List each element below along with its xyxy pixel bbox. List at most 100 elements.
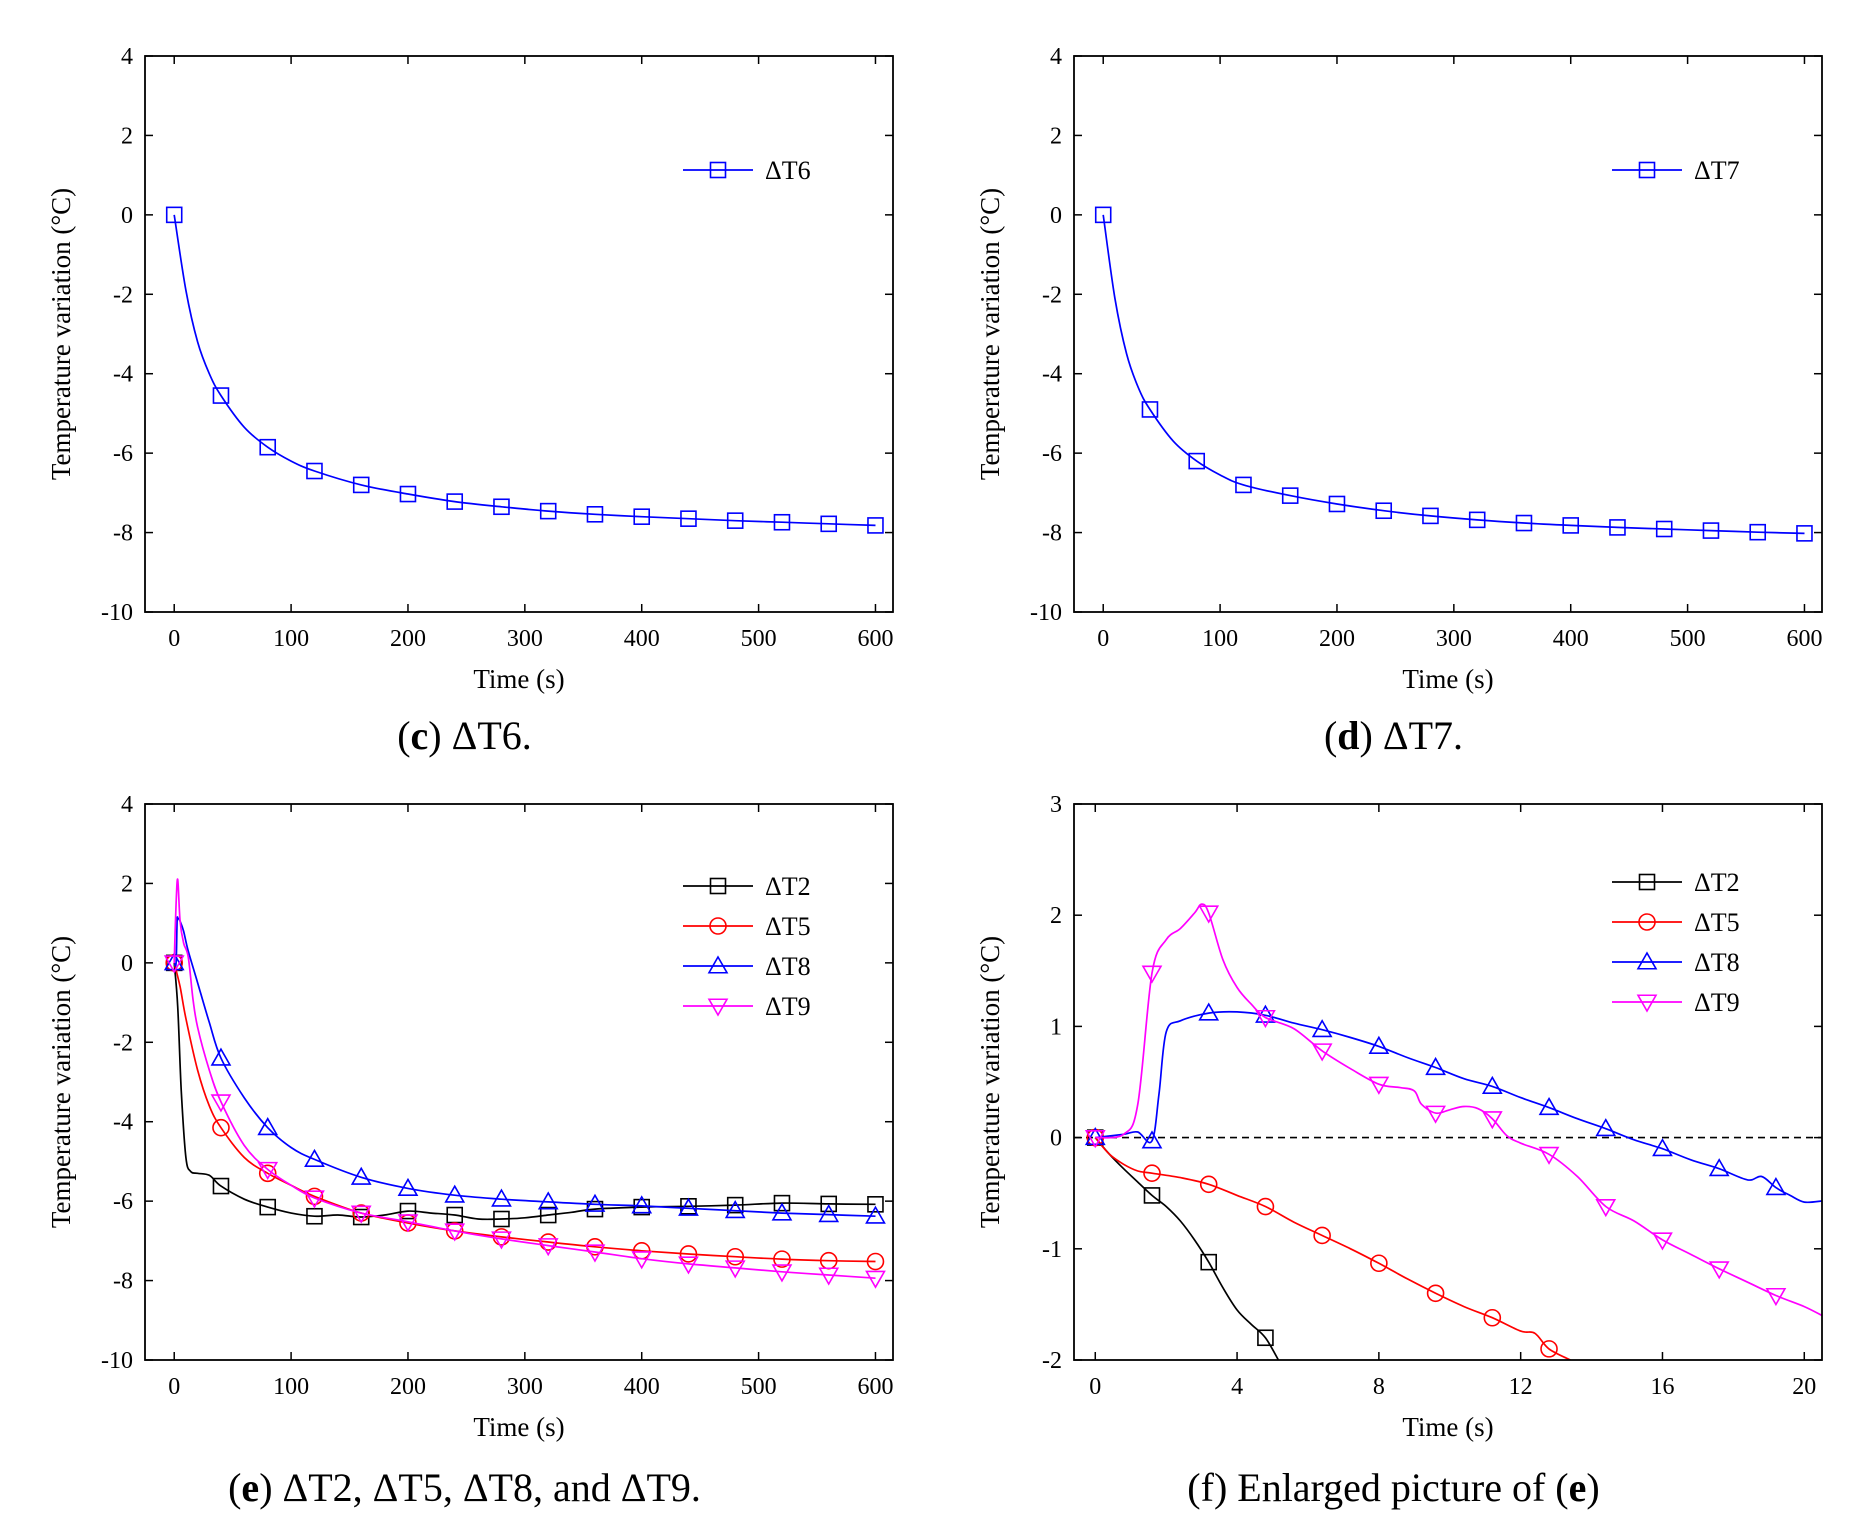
- data-point: [446, 493, 464, 510]
- data-point: [1370, 1254, 1388, 1273]
- x-axis-label: Time (s): [1402, 664, 1493, 694]
- y-tick-label: 1: [1050, 1014, 1062, 1040]
- x-tick-label: 0: [168, 1374, 180, 1400]
- data-point: [165, 206, 183, 224]
- data-point: [1368, 1035, 1390, 1054]
- data-point: [1655, 520, 1673, 538]
- data-point: [491, 1188, 512, 1207]
- x-tick-label: 8: [1373, 1374, 1385, 1400]
- data-point: [1141, 965, 1163, 984]
- y-tick-label: -2: [113, 282, 133, 308]
- series-line: [173, 962, 876, 1221]
- data-point: [1595, 1198, 1617, 1218]
- y-tick-label: -2: [1042, 1348, 1062, 1374]
- y-tick-label: -2: [113, 1030, 133, 1056]
- data-point: [1199, 1175, 1218, 1194]
- legend-marker: [707, 998, 729, 1017]
- x-tick-label: 400: [1553, 626, 1589, 652]
- data-point: [210, 1094, 232, 1113]
- data-point: [1426, 1284, 1445, 1303]
- data-point: [1481, 1075, 1503, 1094]
- data-point: [212, 387, 230, 404]
- y-tick-label: -4: [1042, 362, 1062, 388]
- data-point: [306, 462, 323, 480]
- legend-marker: [1638, 913, 1656, 931]
- x-tick-label: 300: [507, 626, 543, 652]
- x-tick-label: 20: [1792, 1374, 1816, 1400]
- data-point: [1749, 523, 1767, 541]
- series-ΔT8: [1084, 1002, 1822, 1204]
- data-point: [1257, 1329, 1274, 1347]
- axis-ticks: 0 100 200 300 400 500 600 -10 -8 -6 -4 -2 0 2 4: [101, 792, 893, 1400]
- data-point: [1256, 1197, 1275, 1216]
- data-point: [539, 1206, 557, 1224]
- caption-f: (f) Enlarged picture of (e): [929, 1464, 1858, 1511]
- data-point: [1540, 1340, 1558, 1358]
- axis-ticks: 0 100 200 300 400 500 600 -10 -8 -6 -4 -2 0 2 4: [101, 44, 893, 652]
- plot-frame: [144, 803, 894, 1361]
- caption-c-text: ΔT6.: [451, 713, 532, 758]
- series-ΔT7: [1094, 206, 1813, 542]
- data-point: [678, 1256, 699, 1275]
- data-point: [1368, 1076, 1390, 1095]
- data-point: [726, 512, 744, 529]
- data-point: [1311, 1043, 1333, 1062]
- data-point: [1281, 487, 1299, 504]
- data-point: [491, 1231, 512, 1250]
- legend-label: ΔT5: [765, 912, 811, 941]
- data-point: [1141, 1130, 1163, 1149]
- legend-label: ΔT8: [765, 952, 811, 981]
- x-tick-label: 16: [1650, 1374, 1674, 1400]
- data-point: [1609, 519, 1626, 536]
- data-point: [820, 515, 838, 533]
- data-point: [305, 1187, 324, 1206]
- caption-f-post: ): [1586, 1465, 1600, 1510]
- legend-marker: [1636, 951, 1658, 970]
- x-tick-label: 200: [390, 626, 426, 652]
- data-point: [1143, 1187, 1161, 1204]
- plot-area: [163, 878, 886, 1289]
- data-point: [724, 1260, 746, 1279]
- legend-entry: ΔT8: [683, 952, 811, 981]
- data-point: [397, 1214, 419, 1233]
- x-tick-label: 600: [857, 626, 893, 652]
- y-axis-label: Temperature variation (°C): [975, 188, 1005, 480]
- y-tick-label: -10: [101, 600, 133, 626]
- plot-frame: [144, 55, 894, 613]
- data-point: [726, 1247, 745, 1266]
- data-point: [493, 1210, 510, 1228]
- data-point: [867, 1196, 884, 1213]
- y-tick-label: -6: [113, 1189, 133, 1215]
- data-point: [1143, 1164, 1161, 1182]
- data-point: [212, 1177, 230, 1195]
- data-point: [306, 1207, 323, 1225]
- x-tick-label: 500: [741, 1374, 777, 1400]
- legend-label: ΔT7: [1694, 156, 1740, 185]
- data-point: [1094, 206, 1112, 224]
- chart-d: 0 100 200 300 400 500 600 -10 -8 -6 -4 -2 0 2 4 Time (s…: [975, 44, 1823, 694]
- series-ΔT9: [1084, 903, 1822, 1317]
- y-tick-label: 4: [121, 44, 133, 70]
- legend-label: ΔT9: [1694, 988, 1740, 1017]
- data-point: [1538, 1146, 1560, 1165]
- data-point: [1084, 1126, 1106, 1146]
- data-point: [259, 1198, 277, 1216]
- x-tick-label: 200: [1319, 626, 1355, 652]
- x-tick-label: 500: [741, 626, 777, 652]
- series-line: [1094, 1137, 1571, 1360]
- data-point: [1796, 525, 1813, 542]
- x-tick-label: 0: [1097, 626, 1109, 652]
- data-point: [399, 485, 417, 503]
- x-tick-label: 400: [624, 1374, 660, 1400]
- data-point: [493, 498, 510, 516]
- data-point: [1328, 495, 1346, 513]
- data-point: [257, 1117, 279, 1136]
- data-point: [1481, 1111, 1503, 1130]
- data-point: [866, 1252, 885, 1271]
- data-point: [1562, 517, 1580, 534]
- x-tick-label: 0: [1089, 1374, 1101, 1400]
- legend: ΔT7: [1612, 156, 1740, 185]
